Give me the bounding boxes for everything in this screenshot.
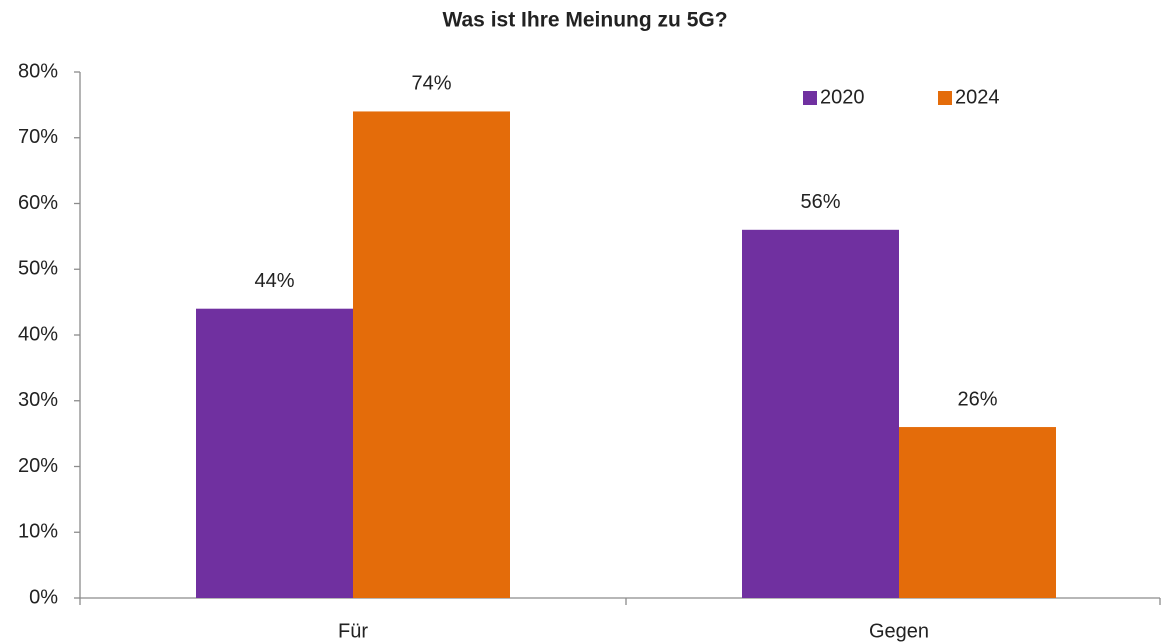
value-label: 56% bbox=[800, 191, 840, 213]
y-tick-label: 70% bbox=[18, 126, 58, 148]
value-label: 26% bbox=[957, 388, 997, 410]
bar bbox=[742, 229, 899, 599]
chart-title: Was ist Ihre Meinung zu 5G? bbox=[442, 9, 727, 32]
y-tick-label: 40% bbox=[18, 323, 58, 345]
y-tick-label: 60% bbox=[18, 192, 58, 214]
bar bbox=[353, 111, 510, 598]
x-tick-label: Gegen bbox=[869, 620, 929, 642]
bar bbox=[196, 308, 353, 598]
y-tick-label: 0% bbox=[29, 586, 58, 608]
y-tick-label: 30% bbox=[18, 389, 58, 411]
bar bbox=[899, 427, 1056, 598]
value-label: 74% bbox=[411, 73, 451, 95]
legend-swatch bbox=[803, 91, 817, 105]
y-tick-label: 20% bbox=[18, 455, 58, 477]
y-tick-label: 50% bbox=[18, 258, 58, 280]
value-label: 44% bbox=[254, 270, 294, 292]
legend-swatch bbox=[938, 91, 952, 105]
y-tick-label: 10% bbox=[18, 521, 58, 543]
legend-label: 2020 bbox=[820, 86, 865, 108]
y-tick-label: 80% bbox=[18, 60, 58, 82]
x-tick-label: Für bbox=[338, 620, 368, 642]
legend-label: 2024 bbox=[955, 86, 1000, 108]
